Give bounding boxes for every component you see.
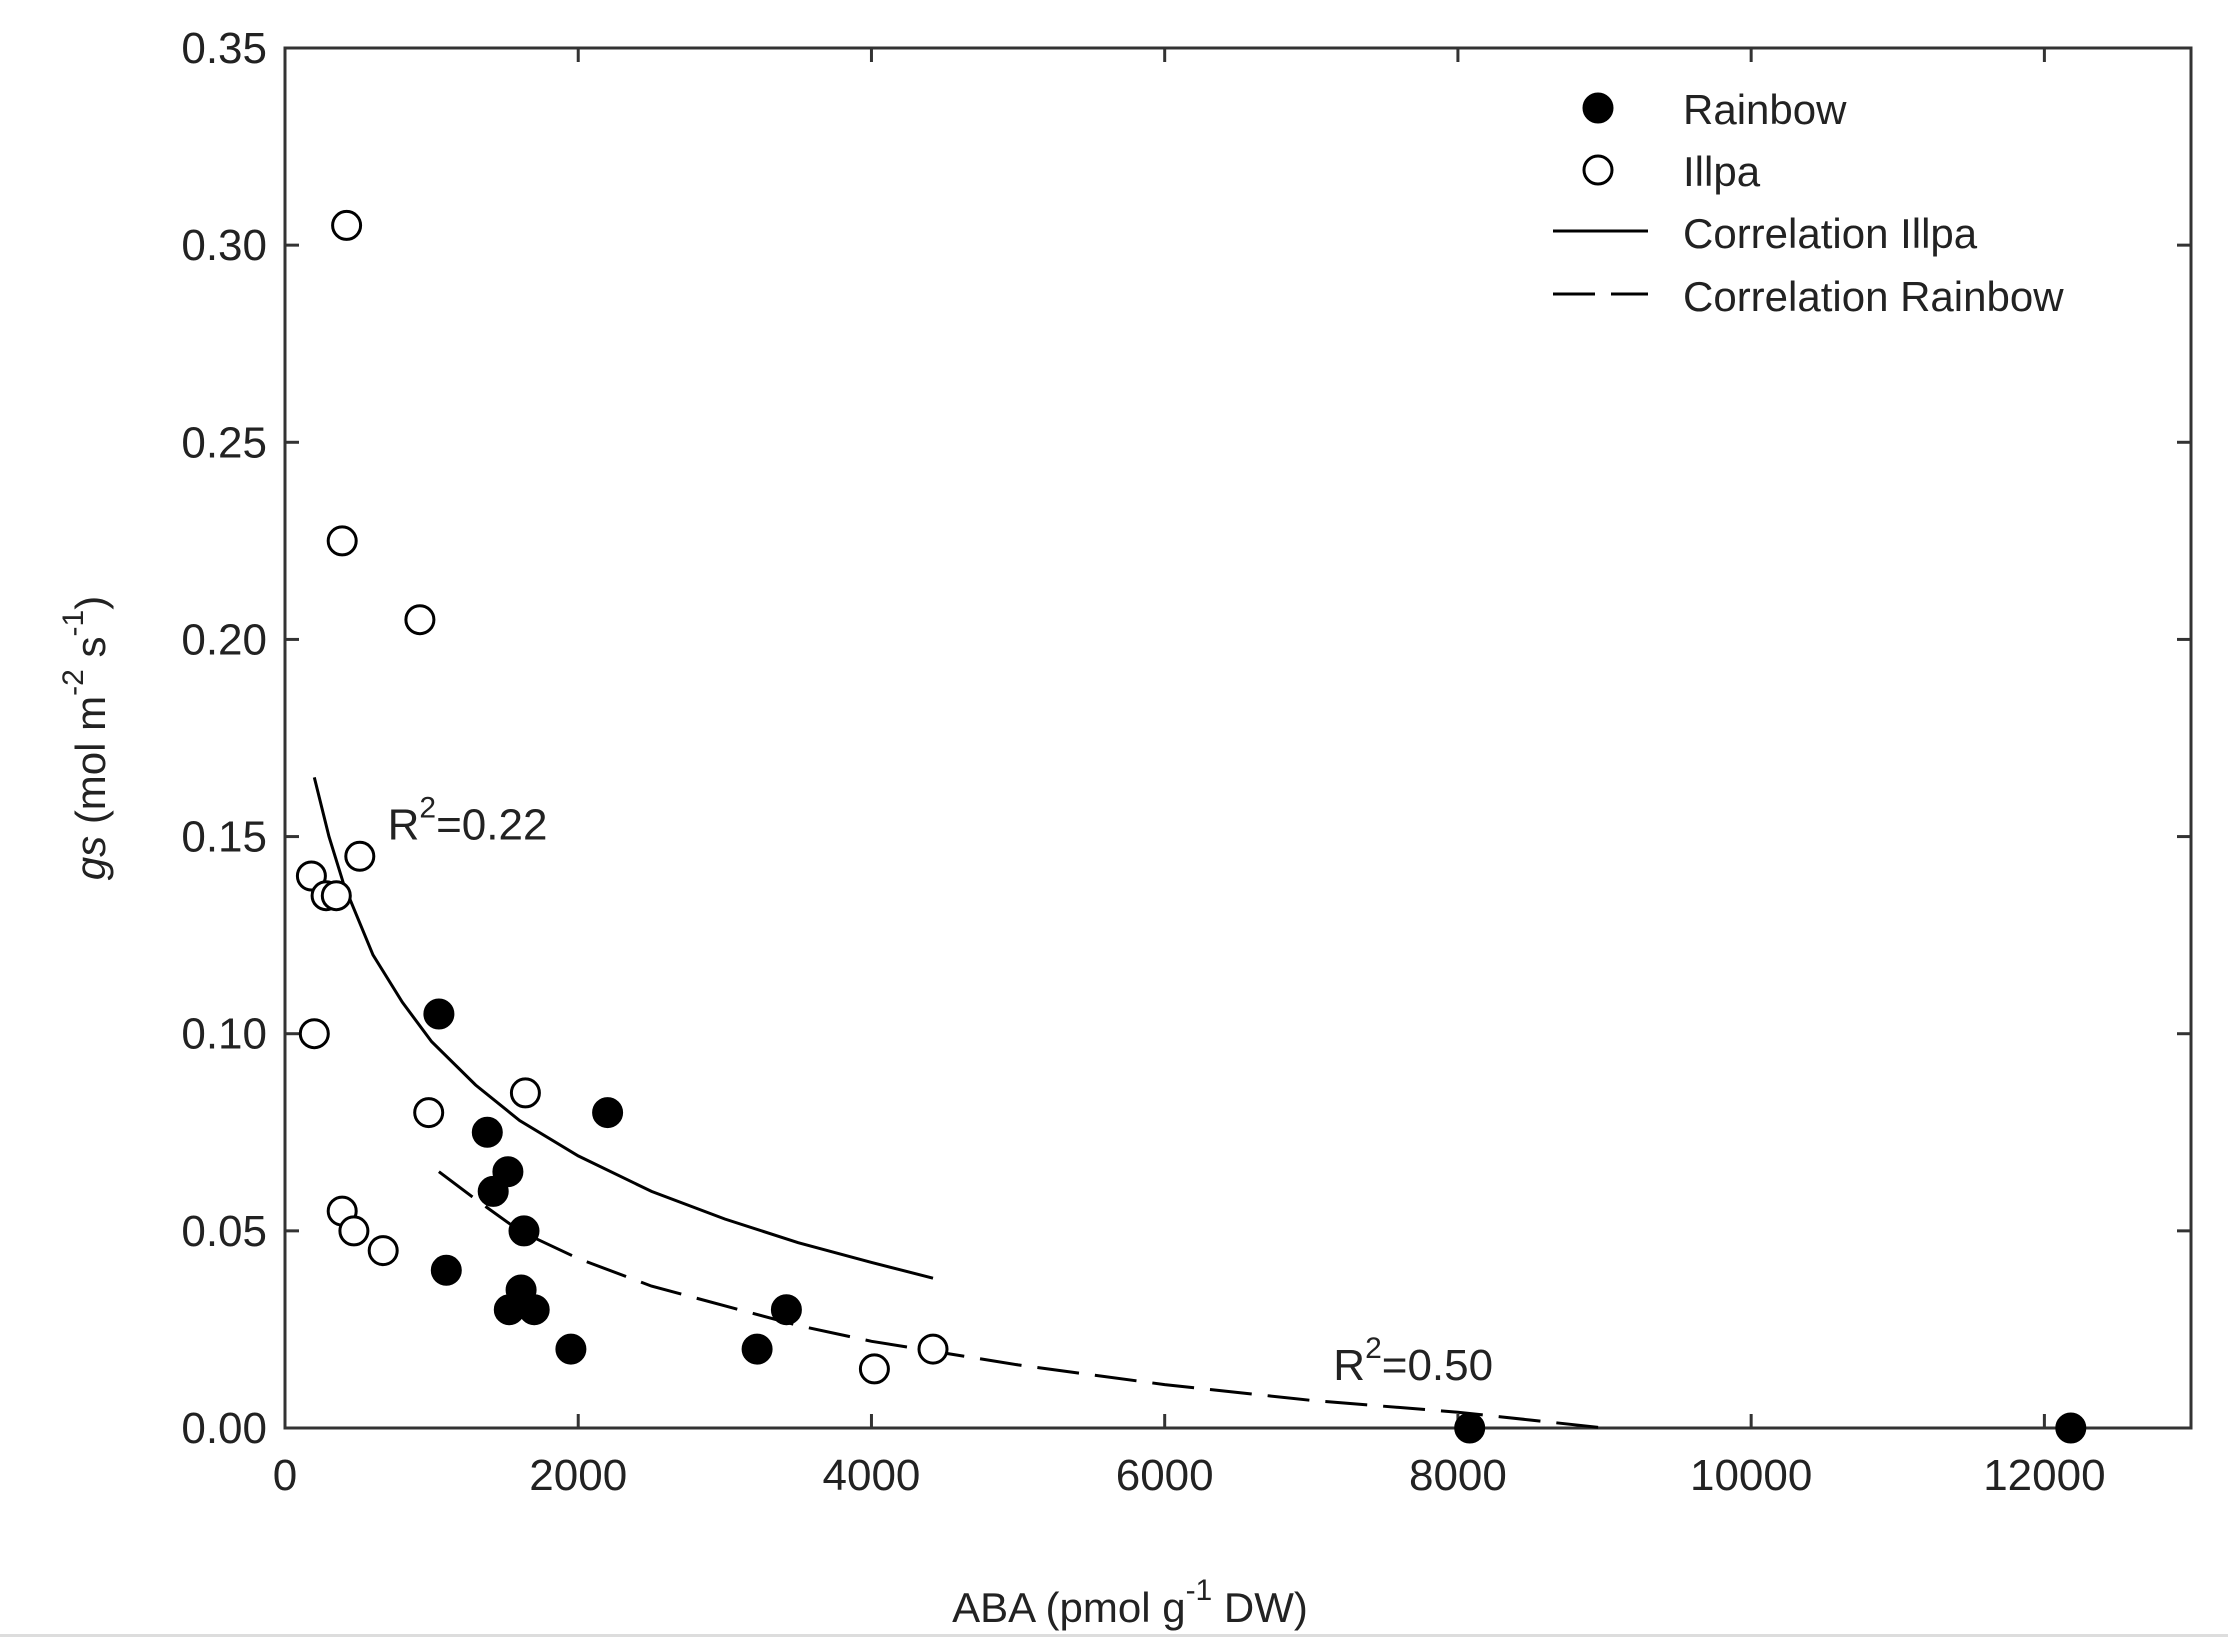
y-axis-title-tail: ) [67, 596, 114, 610]
x-tick-label: 12000 [1983, 1451, 2105, 1500]
legend-marker-illpa [1582, 154, 1614, 186]
fit-line-correlation-illpa [312, 777, 934, 1280]
fit-line-correlation-rainbow [437, 1170, 1605, 1430]
r-squared-sup: 2 [1365, 1332, 1382, 1365]
y-axis-title-sup2: -1 [57, 610, 90, 637]
point-illpa [367, 1235, 399, 1267]
y-tick-label: 0.00 [181, 1404, 267, 1453]
y-axis-title: gs (mol m-2 s-1) [57, 596, 114, 880]
r-squared-value: =0.22 [436, 801, 547, 850]
point-rainbow [2055, 1412, 2087, 1444]
r-squared-value: =0.50 [1382, 1341, 1493, 1390]
y-axis-title-italic: gs [67, 836, 114, 880]
legend: Rainbow Illpa Correlation Illpa Correlat… [1553, 86, 2064, 320]
r-squared-label: R2=0.50 [1333, 1332, 1493, 1390]
point-rainbow [471, 1116, 503, 1148]
y-tick-label: 0.15 [181, 813, 267, 862]
point-rainbow [1454, 1412, 1486, 1444]
x-tick-label: 10000 [1690, 1451, 1812, 1500]
legend-label-correlation-rainbow: Correlation Rainbow [1683, 273, 2064, 320]
x-tick-label: 2000 [529, 1451, 627, 1500]
y-axis-title-sup1: -2 [57, 669, 90, 696]
point-rainbow [555, 1333, 587, 1365]
legend-marker-rainbow [1582, 92, 1614, 124]
point-rainbow [518, 1294, 550, 1326]
y-tick-label: 0.20 [181, 615, 267, 664]
y-tick-label: 0.25 [181, 418, 267, 467]
point-rainbow [423, 998, 455, 1030]
point-illpa [404, 604, 436, 636]
r-squared-main: R [1333, 1341, 1365, 1390]
x-tick-label: 8000 [1409, 1451, 1507, 1500]
r-squared-label: R2=0.22 [388, 792, 548, 850]
point-rainbow [770, 1294, 802, 1326]
x-axis-title-sup: -1 [1186, 1574, 1213, 1607]
point-illpa [338, 1215, 370, 1247]
point-illpa [858, 1353, 890, 1385]
x-tick-label: 4000 [823, 1451, 921, 1500]
x-axis-title-main: ABA (pmol g [952, 1584, 1185, 1631]
legend-label-correlation-illpa: Correlation Illpa [1683, 210, 1978, 257]
point-rainbow [430, 1254, 462, 1286]
y-axis-title-main2: s [67, 636, 114, 669]
data-points [295, 209, 2087, 1444]
point-rainbow [508, 1215, 540, 1247]
fit-lines [312, 777, 1605, 1430]
y-tick-label: 0.10 [181, 1010, 267, 1059]
plot-frame [283, 46, 2193, 1430]
x-tick-label: 0 [273, 1451, 297, 1500]
y-tick-label: 0.35 [181, 24, 267, 73]
y-tick-label: 0.30 [181, 221, 267, 270]
y-axis-title-main1: (mol m [67, 696, 114, 836]
legend-label-rainbow: Rainbow [1683, 86, 1847, 133]
r-squared-main: R [388, 801, 420, 850]
legend-label-illpa: Illpa [1683, 148, 1761, 195]
point-illpa [344, 840, 376, 872]
r-squared-sup: 2 [419, 792, 436, 825]
y-tick-label: 0.05 [181, 1207, 267, 1256]
x-axis-title-tail: DW) [1212, 1584, 1308, 1631]
point-rainbow [477, 1175, 509, 1207]
point-rainbow [592, 1097, 624, 1129]
point-rainbow [741, 1333, 773, 1365]
x-axis-title: ABA (pmol g-1 DW) [952, 1574, 1308, 1631]
point-illpa [331, 209, 363, 241]
point-illpa [326, 525, 358, 557]
x-tick-label: 6000 [1116, 1451, 1214, 1500]
point-illpa [413, 1097, 445, 1129]
point-illpa [509, 1077, 541, 1109]
bottom-divider [0, 1634, 2228, 1637]
point-illpa [917, 1333, 949, 1365]
y-axis: 0.00 0.05 0.10 0.15 0.20 0.25 0.30 0.35 [181, 24, 2191, 1453]
x-axis: 0 2000 4000 6000 8000 10000 12000 [273, 48, 2106, 1500]
point-illpa [298, 1018, 330, 1050]
point-illpa [320, 880, 352, 912]
